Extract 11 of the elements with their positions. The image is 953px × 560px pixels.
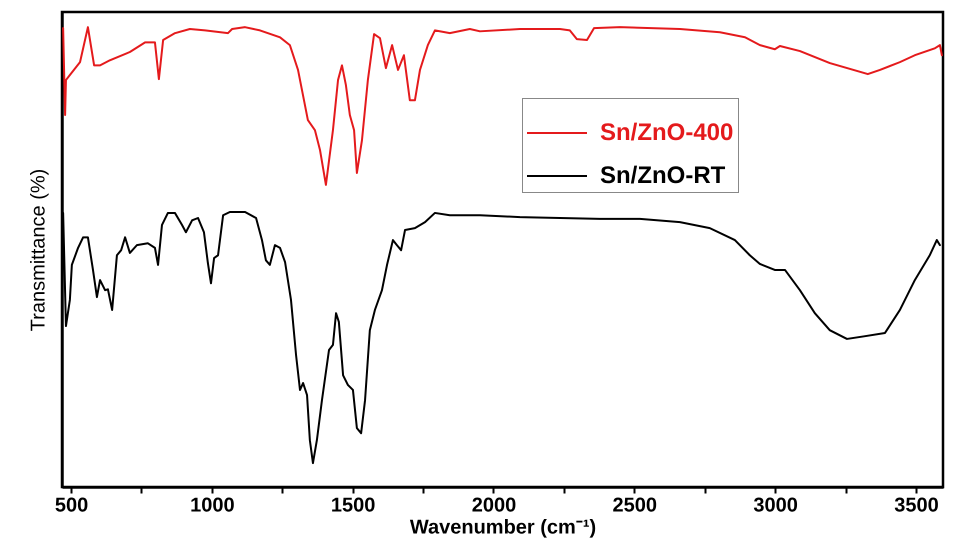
legend-label: Sn/ZnO-400: [600, 119, 734, 146]
x-tick-label: 1000: [190, 494, 235, 516]
x-tick-label: 2000: [472, 494, 516, 516]
x-tick-label: 500: [54, 494, 88, 516]
y-axis-title: Transmittance (%): [28, 168, 50, 332]
x-axis-title: Wavenumber (cm⁻¹): [410, 516, 596, 538]
x-tick-label: 3000: [753, 494, 798, 516]
x-tick-label: 2500: [612, 494, 658, 516]
x-tick-label: 1500: [330, 494, 376, 516]
x-tick-label: 3500: [894, 494, 939, 516]
legend-label: Sn/ZnO-RT: [600, 162, 726, 189]
